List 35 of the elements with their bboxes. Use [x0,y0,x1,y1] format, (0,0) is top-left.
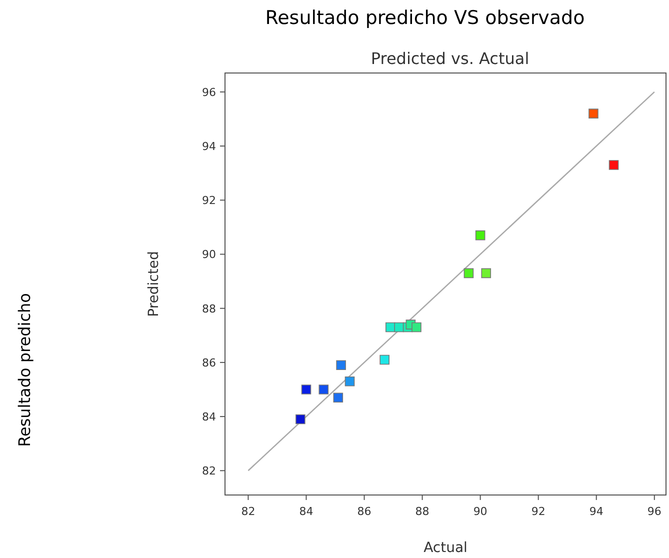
x-tick-label: 88 [415,505,430,518]
point [481,268,492,278]
y-tick-label: 92 [202,194,216,208]
point [333,392,344,403]
point [412,322,422,332]
y-tick-label: 88 [202,302,216,316]
point [318,384,329,394]
point [608,160,619,170]
point [344,376,355,386]
text: Resultado predicho [15,293,34,447]
x-tick-label: 94 [589,505,604,518]
x-tick-label: 86 [357,505,372,518]
y-axis-title: Predicted [146,251,162,317]
x-tick-label: 92 [531,505,546,518]
point [475,230,486,240]
point [301,384,312,394]
x-tick-label: 96 [647,505,662,518]
point [588,108,598,118]
x-axis-title: Actual [424,540,468,556]
x-tick-label: 82 [241,505,256,518]
y-tick-label: 94 [202,140,216,154]
chart-title: Resultado predicho VS observado [265,7,585,29]
point [296,414,306,424]
x-tick-label: 84 [299,505,314,518]
x-tick-label: 90 [473,505,488,518]
y-tick-label: 86 [202,356,216,370]
y-tick-label: 96 [202,86,216,99]
point [464,268,474,278]
y-tick-label: 82 [202,464,216,478]
point [394,322,404,332]
chart-subtitle: Predicted vs. Actual [370,49,530,68]
y-tick-label: 90 [202,248,216,262]
point [380,354,390,365]
point [336,360,346,370]
y-tick-label: 84 [202,410,216,424]
